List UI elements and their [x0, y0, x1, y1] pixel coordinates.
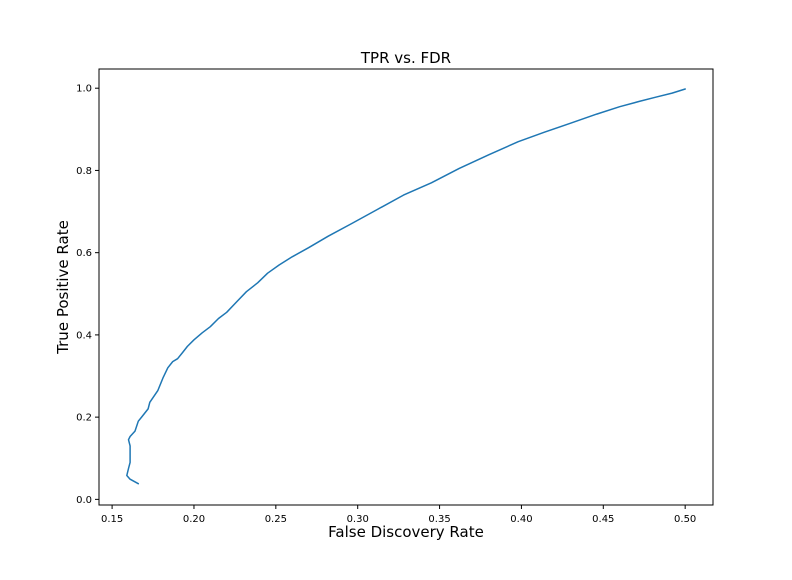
axis-ticks: 0.15 0.20 0.25 0.30 0.35 0.40 0.45 0.50 0.0 0.2 0.…	[76, 84, 696, 525]
y-tick-label: 0.0	[76, 495, 92, 506]
x-tick-label: 0.25	[265, 514, 287, 525]
axes-frame	[98, 68, 714, 506]
x-tick-label: 0.30	[347, 514, 369, 525]
y-tick-label: 0.6	[76, 248, 92, 259]
series-line-0	[126, 88, 686, 485]
plot-area	[126, 88, 686, 485]
y-tick-label: 1.0	[76, 84, 92, 95]
y-tick-label: 0.2	[76, 413, 92, 424]
x-tick-label: 0.15	[101, 514, 123, 525]
y-tick-label: 0.4	[76, 330, 92, 341]
x-tick-label: 0.50	[674, 514, 696, 525]
x-tick-label: 0.40	[510, 514, 532, 525]
x-tick-label: 0.20	[183, 514, 205, 525]
chart-title: TPR vs. FDR	[360, 49, 451, 67]
y-tick-label: 0.8	[76, 166, 92, 177]
x-tick-label: 0.45	[592, 514, 614, 525]
x-axis-label: False Discovery Rate	[328, 523, 484, 541]
y-axis-label: True Positive Rate	[54, 220, 72, 355]
x-tick-label: 0.35	[428, 514, 450, 525]
